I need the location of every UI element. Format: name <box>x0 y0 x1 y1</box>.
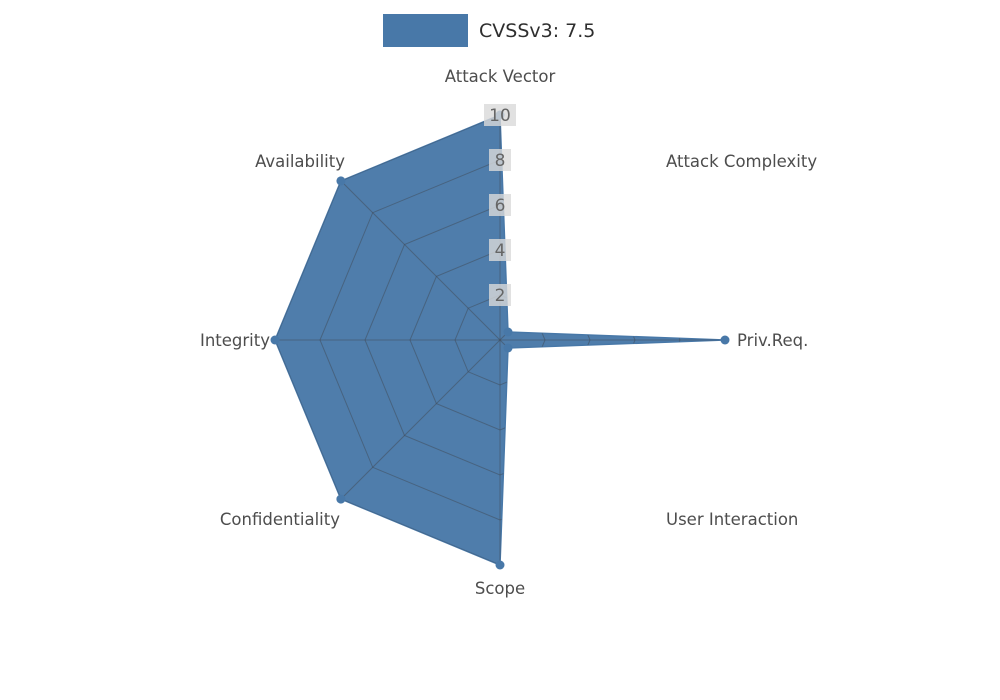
grid-spoke <box>340 180 501 341</box>
axis-label-integrity: Integrity <box>200 331 270 350</box>
axis-label-attack-complexity: Attack Complexity <box>666 152 817 171</box>
tick-label: 10 <box>489 106 511 126</box>
grid-spoke <box>499 339 660 500</box>
axis-label-confidentiality: Confidentiality <box>220 510 340 529</box>
vertex-marker <box>270 335 280 345</box>
vertex-marker <box>336 176 346 186</box>
legend: CVSSv3: 7.5 <box>383 14 595 47</box>
tick-box <box>489 239 511 261</box>
tick-label: 6 <box>495 196 506 216</box>
tick-box <box>489 284 511 306</box>
grid-spoke <box>499 180 660 341</box>
tick-box <box>484 104 516 126</box>
vertex-marker <box>495 560 505 570</box>
tick-label: 8 <box>495 151 506 171</box>
legend-swatch <box>383 14 468 47</box>
axis-label-user-interaction: User Interaction <box>666 510 798 529</box>
vertex-marker <box>336 494 346 504</box>
grid-spoke <box>340 339 501 500</box>
axis-label-scope: Scope <box>475 579 525 598</box>
vertex-marker <box>503 327 513 337</box>
legend-label: CVSSv3: 7.5 <box>479 19 596 42</box>
tick-box <box>489 194 511 216</box>
tick-box <box>489 149 511 171</box>
vertex-marker <box>720 335 730 345</box>
axis-label-availability: Availability <box>255 152 345 171</box>
tick-label: 4 <box>495 241 506 261</box>
vertex-marker <box>503 343 513 353</box>
axis-label-attack-vector: Attack Vector <box>445 67 556 86</box>
axis-label-priv-req: Priv.Req. <box>737 331 808 350</box>
tick-label: 2 <box>495 286 506 306</box>
